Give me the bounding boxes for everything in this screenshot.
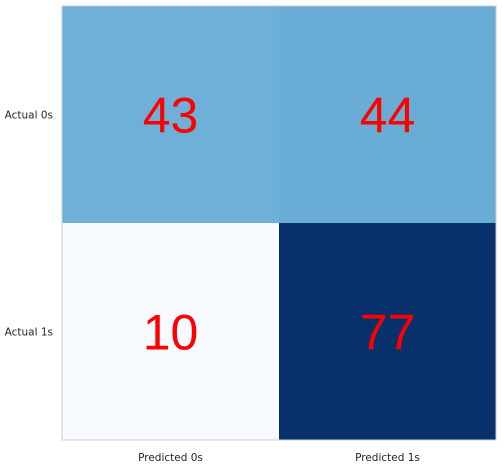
y-tick-labels: Actual 0s Actual 1s (5, 110, 53, 339)
cell-value-label-r1-c0: 10 (143, 305, 199, 361)
y-tick-label-1: Actual 1s (5, 327, 53, 339)
x-tick-label-1: Predicted 1s (355, 452, 420, 464)
cell-value-label-r1-c1: 77 (360, 305, 416, 361)
heatmap-cells (62, 6, 496, 440)
cell-value-label-r0-c0: 43 (143, 88, 199, 144)
y-tick-label-0: Actual 0s (5, 110, 53, 122)
cell-value-label-r0-c1: 44 (360, 88, 416, 144)
x-tick-label-0: Predicted 0s (138, 452, 203, 464)
x-tick-labels: Predicted 0s Predicted 1s (138, 452, 420, 464)
